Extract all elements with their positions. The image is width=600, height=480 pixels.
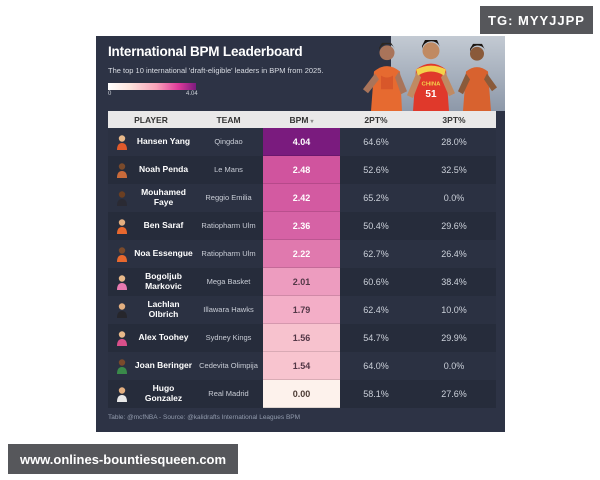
2pt-value: 64.6% <box>363 137 389 147</box>
team-name: Ratiopharm Ulm <box>201 248 256 258</box>
bpm-cell: 0.00 <box>263 380 340 408</box>
bpm-cell: 2.36 <box>263 212 340 240</box>
team-name: Illawara Hawks <box>203 304 254 314</box>
player-name: Ben Saraf <box>143 220 184 231</box>
2pt-value: 54.7% <box>363 333 389 343</box>
player-figure-right <box>458 43 497 111</box>
player-name: Hansen Yang <box>136 136 191 147</box>
2pt-value: 50.4% <box>363 221 389 231</box>
player-avatar <box>117 359 127 374</box>
3pt-value: 29.6% <box>441 221 467 231</box>
player-avatar <box>117 135 127 150</box>
bpm-cell: 4.04 <box>263 128 340 156</box>
page-title: International BPM Leaderboard <box>108 44 303 59</box>
2pt-value: 60.6% <box>363 277 389 287</box>
3pt-value: 27.6% <box>441 389 467 399</box>
player-avatar <box>117 303 127 318</box>
player-avatar <box>117 275 127 290</box>
player-name: Lachlan Olbrich <box>147 299 180 319</box>
player-avatar <box>117 219 127 234</box>
page-subtitle: The top 10 international 'draft-eligible… <box>108 66 324 75</box>
2pt-value: 52.6% <box>363 165 389 175</box>
sort-desc-icon: ▾ <box>310 118 314 125</box>
3pt-value: 26.4% <box>441 249 467 259</box>
leaderboard-card: CHINA 51 International BPM Leaderboard T… <box>96 36 505 432</box>
bpm-cell: 2.22 <box>263 240 340 268</box>
player-avatar <box>117 191 127 206</box>
bpm-cell: 1.79 <box>263 296 340 324</box>
team-name: Le Mans <box>214 164 243 174</box>
player-avatar <box>117 163 127 178</box>
jersey-number-text: 51 <box>425 89 437 100</box>
player-name: Noah Penda <box>138 164 189 175</box>
bpm-cell: 2.42 <box>263 184 340 212</box>
team-name: Real Madrid <box>208 388 249 398</box>
table-row: Noa Essengue Ratiopharm Ulm 2.22 62.7% 2… <box>108 240 496 268</box>
column-header-3pt[interactable]: 3PT% <box>442 114 466 125</box>
column-header-2pt[interactable]: 2PT% <box>364 114 388 125</box>
team-name: Sydney Kings <box>205 332 252 342</box>
table-header-row: PLAYER TEAM BPM ▾ 2PT% 3PT% <box>108 111 496 128</box>
team-name: Mega Basket <box>206 276 251 286</box>
leaderboard-table: PLAYER TEAM BPM ▾ 2PT% 3PT% Hansen Yang Q… <box>108 111 496 408</box>
team-name: Cedevita Olimpija <box>199 360 258 370</box>
website-watermark[interactable]: www.onlines-bountiesqueen.com <box>8 444 238 474</box>
player-name: Bogoljub Markovic <box>145 271 182 291</box>
2pt-value: 58.1% <box>363 389 389 399</box>
column-header-bpm[interactable]: BPM ▾ <box>263 115 340 125</box>
bpm-cell: 1.56 <box>263 324 340 352</box>
3pt-value: 0.0% <box>443 361 465 371</box>
3pt-value: 10.0% <box>441 305 467 315</box>
player-figure-middle: CHINA 51 <box>407 39 455 111</box>
table-row: Lachlan Olbrich Illawara Hawks 1.79 62.4… <box>108 296 496 324</box>
player-name: Alex Toohey <box>138 332 189 343</box>
color-scale-legend: 0 4.04 <box>108 83 218 99</box>
team-name: Ratiopharm Ulm <box>201 220 256 230</box>
card-header: CHINA 51 International BPM Leaderboard T… <box>96 36 505 111</box>
jersey-team-text: CHINA <box>422 81 442 87</box>
2pt-value: 62.7% <box>363 249 389 259</box>
table-row: Noah Penda Le Mans 2.48 52.6% 32.5% <box>108 156 496 184</box>
player-avatar <box>117 331 127 346</box>
column-header-bpm-label: BPM <box>289 114 309 125</box>
bpm-cell: 1.54 <box>263 352 340 380</box>
2pt-value: 64.0% <box>363 361 389 371</box>
player-name: Joan Beringer <box>134 360 193 371</box>
player-avatar <box>117 387 127 402</box>
player-figure-left <box>363 42 407 111</box>
player-name: Mouhamed Faye <box>141 187 186 207</box>
2pt-value: 65.2% <box>363 193 389 203</box>
color-scale-gradient-bar <box>108 83 196 90</box>
table-row: Joan Beringer Cedevita Olimpija 1.54 64.… <box>108 352 496 380</box>
color-scale-labels: 0 4.04 <box>108 90 218 99</box>
column-header-player[interactable]: PLAYER <box>134 114 168 125</box>
player-avatar <box>117 247 127 262</box>
table-row: Hansen Yang Qingdao 4.04 64.6% 28.0% <box>108 128 496 156</box>
team-name: Reggio Emilia <box>205 192 252 202</box>
3pt-value: 38.4% <box>441 277 467 287</box>
players-photo: CHINA 51 <box>363 36 505 111</box>
table-row: Bogoljub Markovic Mega Basket 2.01 60.6%… <box>108 268 496 296</box>
bpm-cell: 2.01 <box>263 268 340 296</box>
2pt-value: 62.4% <box>363 305 389 315</box>
scale-max-label: 4.04 <box>186 91 198 97</box>
3pt-value: 28.0% <box>441 137 467 147</box>
team-name: Qingdao <box>214 136 243 146</box>
table-row: Hugo Gonzalez Real Madrid 0.00 58.1% 27.… <box>108 380 496 408</box>
3pt-value: 0.0% <box>443 193 465 203</box>
column-header-team[interactable]: TEAM <box>216 114 241 125</box>
3pt-value: 32.5% <box>441 165 467 175</box>
table-row: Mouhamed Faye Reggio Emilia 2.42 65.2% 0… <box>108 184 496 212</box>
3pt-value: 29.9% <box>441 333 467 343</box>
player-name: Noa Essengue <box>134 248 193 259</box>
telegram-badge: TG: MYYJJPP <box>480 6 593 34</box>
scale-min-label: 0 <box>108 91 112 97</box>
bpm-cell: 2.48 <box>263 156 340 184</box>
player-name: Hugo Gonzalez <box>144 383 183 403</box>
table-row: Ben Saraf Ratiopharm Ulm 2.36 50.4% 29.6… <box>108 212 496 240</box>
table-row: Alex Toohey Sydney Kings 1.56 54.7% 29.9… <box>108 324 496 352</box>
source-credit: Table: @mcfNBA - Source: @kalidrafts Int… <box>108 414 301 421</box>
